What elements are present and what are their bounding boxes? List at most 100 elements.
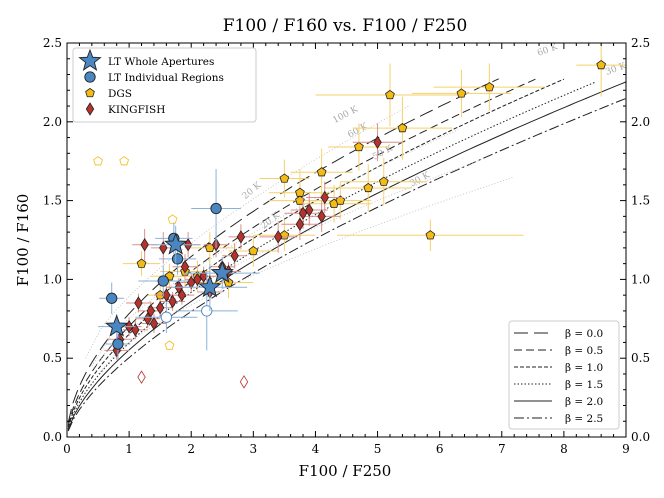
- x-tick-label: 7: [498, 442, 506, 456]
- data-point: [335, 195, 346, 205]
- data-point: [180, 260, 190, 274]
- data-point: [273, 230, 283, 244]
- data-point: [112, 338, 124, 350]
- isotherm-line: [91, 129, 459, 367]
- data-point: [119, 156, 129, 166]
- data-point: [210, 202, 222, 215]
- data-point: [160, 311, 173, 323]
- model-curve-beta-0: [67, 78, 499, 423]
- data-point: [137, 370, 146, 384]
- x-tick-label: 4: [312, 442, 320, 456]
- data-point: [456, 88, 467, 98]
- data-point: [199, 269, 208, 284]
- y-tick-label: 2.5: [43, 36, 62, 50]
- data-point: [155, 301, 165, 315]
- data-point: [298, 206, 308, 220]
- x-tick-label: 1: [125, 442, 133, 456]
- temperature-label: 60 K: [536, 42, 559, 59]
- x-tick-label: 2: [187, 442, 195, 456]
- data-point: [295, 217, 305, 231]
- data-point: [363, 182, 374, 193]
- data-point: [134, 296, 143, 310]
- data-point: [93, 156, 103, 166]
- plot-inner: 100 K60 K50 K30 K20 K20 K60 K30 K: [67, 42, 627, 432]
- y-tick-label-right: 2.0: [631, 115, 650, 129]
- legend-line-label: β = 2.5: [565, 413, 603, 425]
- y-axis-label: F100 / F160: [14, 194, 32, 287]
- legend-marker-star: [78, 48, 102, 71]
- y-tick-label: 2.0: [43, 115, 62, 129]
- data-point: [596, 59, 607, 70]
- data-point: [193, 272, 202, 287]
- temperature-label: 60 K: [346, 122, 370, 141]
- data-point: [177, 288, 187, 302]
- legend-lines-box: [508, 320, 620, 430]
- data-point: [164, 340, 175, 350]
- legend-marker-circle: [84, 71, 96, 83]
- data-point: [295, 195, 305, 205]
- data-point: [210, 260, 234, 284]
- chart-title: F100 / F160 vs. F100 / F250: [223, 16, 468, 36]
- legend-points: LT Whole Apertures LT Individual Regions D…: [72, 47, 257, 123]
- y-tick-label-right: 0.0: [631, 430, 650, 444]
- data-point: [320, 190, 329, 205]
- data-point: [157, 275, 169, 287]
- legend-label: LT Individual Regions: [108, 72, 224, 84]
- data-point: [131, 323, 140, 337]
- data-point: [159, 241, 168, 255]
- temperature-label: 30 K: [604, 61, 627, 78]
- legend-line-label: β = 0.5: [565, 345, 603, 357]
- y-tick-label-right: 0.5: [631, 351, 650, 365]
- data-point: [484, 82, 495, 92]
- data-point: [140, 237, 149, 252]
- x-tick-label: 8: [560, 442, 568, 456]
- legend-lines: β = 0.0 β = 0.5 β = 1.0 β = 1.5 β = 2.0 β = 2…: [508, 320, 620, 430]
- legend-label: LT Whole Apertures: [108, 56, 214, 68]
- data-point: [305, 203, 314, 217]
- series-kingfish: [104, 123, 403, 389]
- data-point: [373, 135, 382, 150]
- legend-label: KINGFISH: [108, 104, 165, 116]
- axis-ticks: 0 1 2 3 4 5 6 7 8 90.0 0.00.5 0.51.0 1.01.5 1.52.0 2.0…: [43, 36, 650, 456]
- data-point: [162, 288, 171, 302]
- legend-marker-pentagon: [85, 87, 95, 98]
- data-point: [295, 187, 305, 197]
- y-tick-label-right: 1.0: [631, 272, 650, 286]
- data-point: [239, 375, 249, 389]
- data-point: [354, 141, 364, 152]
- legend-line-label: β = 1.0: [565, 362, 603, 374]
- data-point: [230, 249, 239, 263]
- data-point: [167, 214, 178, 224]
- data-point: [378, 176, 389, 186]
- legend-points-box: [72, 47, 257, 123]
- legend-line-label: β = 0.0: [565, 328, 603, 340]
- y-tick-label: 1.0: [43, 272, 62, 286]
- data-point: [106, 292, 118, 304]
- data-point: [198, 274, 222, 298]
- y-tick-label: 0.5: [43, 351, 62, 365]
- data-point: [385, 89, 395, 100]
- data-point: [201, 305, 213, 317]
- x-tick-label: 0: [63, 442, 71, 456]
- temperature-label: 20 K: [259, 210, 282, 231]
- x-axis-label: F100 / F250: [299, 462, 392, 480]
- data-point: [136, 258, 147, 268]
- legend-line-label: β = 1.5: [565, 379, 603, 391]
- data-point: [164, 232, 188, 255]
- plot-area: 100 K60 K50 K30 K20 K20 K60 K30 K0 1 2 3 4 5 6…: [43, 36, 650, 456]
- data-point: [105, 314, 129, 337]
- data-point: [316, 167, 327, 177]
- model-curve-beta-0-5: [67, 77, 540, 426]
- isotherm-line: [85, 105, 409, 359]
- y-tick-label: 0.0: [43, 430, 62, 444]
- data-point: [236, 230, 246, 244]
- data-point: [171, 253, 184, 265]
- data-point: [279, 173, 290, 183]
- model-curve-beta-2-5: [67, 97, 626, 432]
- data-point: [149, 316, 159, 331]
- y-tick-label-right: 2.5: [631, 36, 650, 50]
- y-tick-label-right: 1.5: [631, 194, 650, 208]
- model-curve-beta-1-5: [67, 81, 596, 429]
- data-point: [397, 123, 408, 133]
